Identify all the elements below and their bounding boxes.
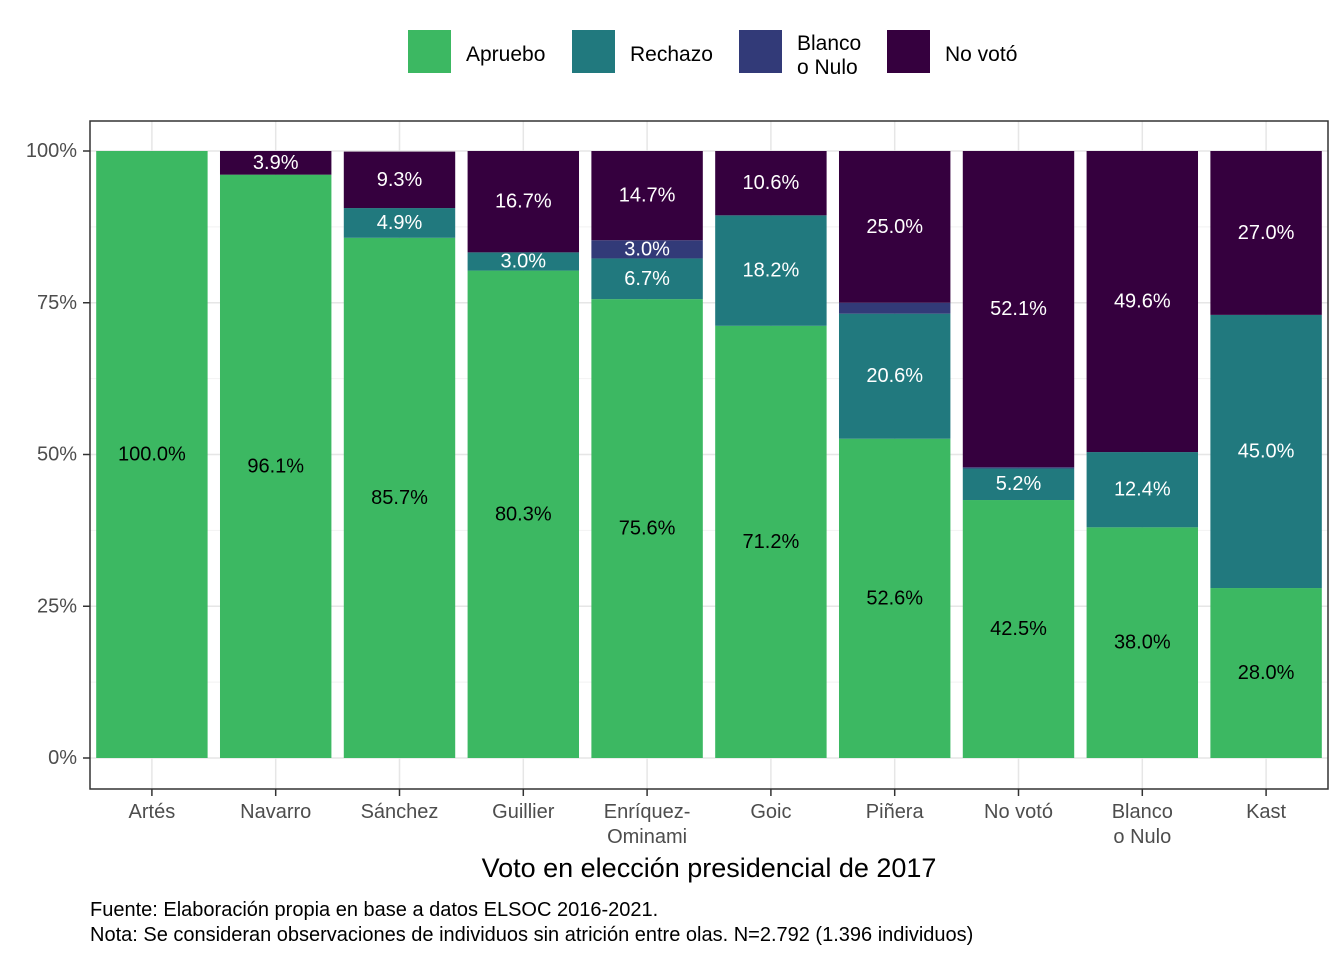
legend-label: No votó (945, 43, 1017, 66)
bar-segment (1210, 314, 1322, 589)
bar-segment (1086, 527, 1199, 758)
bar-segment (962, 151, 1075, 468)
bar-segment (1086, 151, 1199, 453)
data-label: 14.7% (619, 185, 676, 207)
bar-segment (591, 240, 703, 259)
bar-segment (838, 313, 951, 439)
bar-segment (467, 252, 580, 271)
x-tick-label: Guillier (492, 801, 555, 823)
bar-segment (343, 237, 456, 758)
y-tick-label: 25% (37, 595, 77, 617)
data-label: 100.0% (118, 444, 186, 466)
bar-segment (591, 258, 703, 300)
data-label: 20.6% (866, 365, 923, 387)
bar-segment (467, 151, 580, 253)
legend-label: Blanco o Nulo (797, 32, 861, 79)
bar-segment (962, 467, 1075, 469)
data-label: 28.0% (1238, 662, 1295, 684)
x-tick-label: No votó (984, 801, 1053, 823)
data-label: 9.3% (377, 169, 423, 191)
data-label: 25.0% (866, 216, 923, 238)
y-tick-label: 50% (37, 444, 77, 466)
caption-line: Nota: Se consideran observaciones de ind… (90, 924, 973, 946)
bar-segment (838, 151, 951, 303)
legend-label: Rechazo (630, 43, 713, 66)
bar-segment (715, 325, 827, 758)
data-label: 45.0% (1238, 440, 1295, 462)
bar-segment (1210, 151, 1322, 315)
x-tick-label: Enríquez-Ominami (604, 801, 691, 848)
bar-segment (1210, 588, 1322, 758)
x-tick-label: Goic (750, 801, 791, 823)
bar-segment (838, 302, 951, 314)
data-label: 38.0% (1114, 632, 1171, 654)
bar-segment (343, 151, 456, 209)
y-tick-label: 75% (37, 292, 77, 314)
data-label: 5.2% (996, 473, 1042, 495)
legend-key (408, 30, 451, 73)
caption-line: Fuente: Elaboración propia en base a dat… (90, 899, 658, 921)
data-label: 6.7% (624, 268, 670, 290)
bar-segment (715, 151, 827, 216)
data-label: 52.6% (866, 587, 923, 609)
x-tick-label: Piñera (866, 801, 925, 823)
data-label: 16.7% (495, 191, 552, 213)
y-tick-label: 0% (48, 747, 77, 769)
bar-segment (715, 215, 827, 326)
data-label: 75.6% (619, 518, 676, 540)
data-label: 18.2% (743, 260, 800, 282)
data-label: 3.9% (253, 152, 299, 174)
legend-key (739, 30, 782, 73)
bar-segment (962, 468, 1075, 501)
data-label: 80.3% (495, 503, 552, 525)
x-tick-label: Navarro (240, 801, 311, 823)
data-label: 4.9% (377, 212, 423, 234)
data-label: 3.0% (624, 238, 670, 260)
data-label: 71.2% (743, 531, 800, 553)
data-label: 12.4% (1114, 479, 1171, 501)
data-label: 3.0% (501, 250, 547, 272)
bar-segment (1086, 452, 1199, 528)
legend-key (572, 30, 615, 73)
bar-segment (838, 438, 951, 758)
x-tick-label: Kast (1246, 801, 1286, 823)
data-label: 27.0% (1238, 222, 1295, 244)
bar-segment (467, 270, 580, 758)
y-tick-label: 100% (26, 140, 77, 162)
data-label: 52.1% (990, 298, 1047, 320)
bar-segment (962, 500, 1075, 758)
x-tick-label: Artés (129, 801, 176, 823)
data-label: 42.5% (990, 618, 1047, 640)
data-label: 10.6% (743, 172, 800, 194)
x-axis-title: Voto en elección presidencial de 2017 (482, 853, 937, 883)
x-tick-label: Sánchez (361, 801, 439, 823)
bar-segment (591, 151, 703, 241)
x-tick-label: Blanco o Nulo (1112, 801, 1173, 848)
data-label: 96.1% (247, 455, 304, 477)
legend-label: Apruebo (466, 43, 545, 66)
legend-key (887, 30, 930, 73)
data-label: 49.6% (1114, 291, 1171, 313)
data-label: 85.7% (371, 487, 428, 509)
bar-segment (343, 208, 456, 238)
bar-segment (219, 151, 332, 175)
bar-segment (96, 151, 208, 758)
bar-segment (591, 299, 703, 758)
bar-segment (219, 174, 332, 759)
